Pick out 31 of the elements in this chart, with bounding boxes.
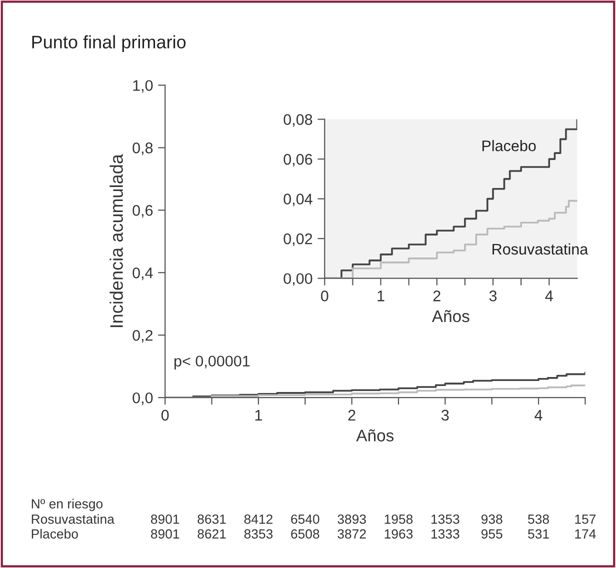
- series-label: Rosuvastatina: [492, 243, 588, 255]
- text: Nº en riesgo: [32, 498, 103, 512]
- y-tick-label: 0,04: [284, 194, 312, 206]
- y-axis-title: Incidencia acumulada: [110, 154, 123, 328]
- chart-title: Punto final primario: [32, 35, 186, 52]
- y-tick-label: 1,0: [133, 80, 153, 93]
- x-tick-label: 0: [161, 410, 169, 421]
- y-tick-label: 0,2: [132, 330, 153, 343]
- y-tick-label: 0,06: [284, 154, 312, 167]
- y-tick-label: 0,08: [284, 114, 312, 127]
- x-tick-label: 0: [320, 290, 328, 302]
- y-tick-label: 0,6: [132, 205, 153, 218]
- text: Rosuvastatina 8901 8631 8412 6540 3893 1958 1353 938 538 157: [32, 514, 596, 524]
- x-tick-label: 1: [255, 410, 262, 420]
- text: Placebo 8901 8621 8353 6508 3872 1963 1333 955 531 174: [32, 528, 596, 539]
- y-tick-label: 0,8: [132, 142, 153, 156]
- x-tick-label: 3: [441, 410, 449, 421]
- x-tick-label: 3: [489, 290, 497, 302]
- y-tick-label: 0,0: [132, 392, 153, 406]
- x-tick-label: 4: [534, 410, 542, 420]
- x-tick-label: 2: [433, 290, 440, 302]
- x-tick-label: 1: [378, 290, 384, 302]
- x-tick-label: 4: [545, 290, 553, 302]
- y-tick-label: 0,00: [284, 273, 312, 286]
- series-label: Placebo: [482, 140, 536, 152]
- x-axis-title: Años: [356, 429, 394, 442]
- y-tick-label: 0,4: [132, 268, 153, 280]
- y-tick-label: 0,02: [284, 233, 312, 246]
- annotation: p< 0,00001: [174, 356, 250, 370]
- x-axis-title: Años: [432, 310, 470, 322]
- x-tick-label: 2: [348, 410, 356, 420]
